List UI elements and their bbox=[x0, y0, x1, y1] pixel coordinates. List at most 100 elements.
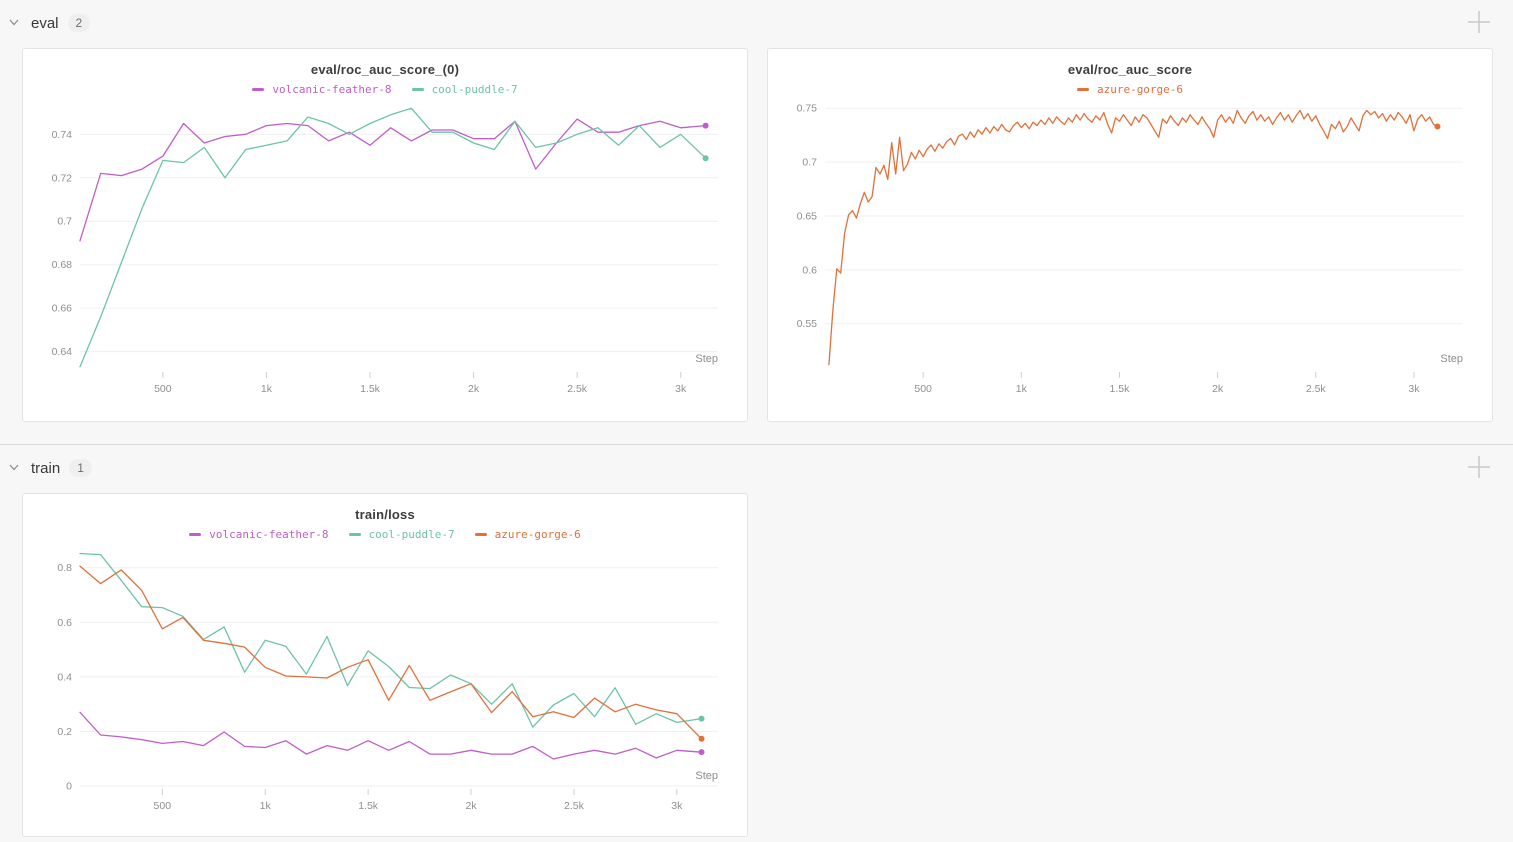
svg-text:0: 0 bbox=[66, 781, 72, 793]
svg-text:3k: 3k bbox=[1408, 383, 1420, 395]
legend-swatch bbox=[1076, 88, 1089, 91]
chevron-down-icon bbox=[8, 461, 20, 476]
section-eval-collapse-toggle[interactable] bbox=[6, 15, 22, 31]
series-end-dot-volcanic-feather-8 bbox=[702, 122, 709, 129]
svg-text:1k: 1k bbox=[261, 383, 273, 395]
series-end-dot-azure-gorge-6 bbox=[698, 735, 705, 742]
svg-text:1.5k: 1.5k bbox=[1110, 383, 1131, 395]
chevron-down-icon bbox=[8, 16, 20, 31]
legend-swatch bbox=[348, 533, 361, 536]
svg-text:1.5k: 1.5k bbox=[360, 383, 381, 395]
svg-text:1k: 1k bbox=[260, 800, 272, 812]
svg-text:2k: 2k bbox=[1212, 383, 1224, 395]
add-panel-button[interactable] bbox=[1465, 9, 1493, 37]
section-title: train bbox=[31, 459, 61, 477]
section-eval-header: eval 2 bbox=[0, 0, 1513, 48]
svg-text:0.65: 0.65 bbox=[797, 210, 818, 222]
train-panel-row: train/loss volcanic-feather-8 cool-puddle… bbox=[0, 493, 1513, 837]
svg-text:0.66: 0.66 bbox=[52, 303, 73, 315]
legend-item-volcanic-feather-8: volcanic-feather-8 bbox=[189, 528, 329, 541]
legend-run-name: cool-puddle-7 bbox=[368, 528, 455, 541]
svg-text:0.64: 0.64 bbox=[52, 346, 73, 358]
plus-icon bbox=[1466, 9, 1492, 38]
panel-count-badge: 2 bbox=[67, 14, 91, 32]
legend-item-azure-gorge-6: azure-gorge-6 bbox=[474, 528, 581, 541]
series-end-dot-cool-puddle-7 bbox=[698, 715, 705, 722]
chart-legend: volcanic-feather-8 cool-puddle-7 bbox=[34, 83, 736, 96]
legend-item-azure-gorge-6: azure-gorge-6 bbox=[1076, 83, 1184, 96]
svg-text:Step: Step bbox=[695, 353, 718, 365]
chart-plot-area[interactable]: 0.55 0.6 0.65 0.7 0.75 500 1k 1.5k 2k 2.5k 3k Step bbox=[779, 99, 1481, 404]
series-line-azure-gorge-6 bbox=[828, 109, 1439, 366]
series-line-volcanic-feather-8 bbox=[79, 711, 703, 760]
svg-text:2k: 2k bbox=[468, 383, 480, 395]
section-train-header: train 1 bbox=[0, 445, 1513, 493]
chart-title: train/loss bbox=[355, 507, 415, 522]
chart-legend: volcanic-feather-8 cool-puddle-7 azure-gor… bbox=[34, 528, 736, 541]
eval-panel-row: eval/roc_auc_score_(0) volcanic-feather-… bbox=[0, 48, 1513, 422]
svg-text:500: 500 bbox=[914, 383, 932, 395]
section-eval: eval 2 eval/roc_auc_score_(0) volcanic-f… bbox=[0, 0, 1513, 445]
svg-text:1.5k: 1.5k bbox=[358, 800, 379, 812]
svg-text:2k: 2k bbox=[465, 800, 477, 812]
add-panel-button[interactable] bbox=[1465, 454, 1493, 482]
svg-text:0.7: 0.7 bbox=[802, 157, 817, 169]
plus-icon bbox=[1466, 454, 1492, 483]
panel-roc-auc-score-0[interactable]: eval/roc_auc_score_(0) volcanic-feather-… bbox=[22, 48, 748, 422]
svg-text:0.55: 0.55 bbox=[797, 318, 818, 330]
svg-text:500: 500 bbox=[154, 383, 172, 395]
svg-text:0.68: 0.68 bbox=[52, 259, 73, 271]
legend-run-name: volcanic-feather-8 bbox=[209, 528, 329, 541]
series-line-cool-puddle-7 bbox=[79, 107, 707, 368]
section-train: train 1 train/loss volcanic-feather-8 coo… bbox=[0, 445, 1513, 842]
svg-text:Step: Step bbox=[1440, 353, 1463, 365]
legend-run-name: azure-gorge-6 bbox=[494, 528, 581, 541]
svg-text:0.2: 0.2 bbox=[57, 726, 72, 738]
svg-text:0.75: 0.75 bbox=[797, 103, 818, 115]
series-end-dot-cool-puddle-7 bbox=[702, 155, 709, 162]
svg-text:1k: 1k bbox=[1016, 383, 1028, 395]
section-train-collapse-toggle[interactable] bbox=[6, 460, 22, 476]
svg-text:0.6: 0.6 bbox=[802, 264, 817, 276]
series-line-cool-puddle-7 bbox=[79, 552, 703, 728]
legend-swatch bbox=[189, 533, 202, 536]
series-line-volcanic-feather-8 bbox=[79, 118, 707, 242]
chart-plot-area[interactable]: 0.64 0.66 0.68 0.7 0.72 0.74 500 1k 1.5k 2k 2.5k 3k… bbox=[34, 99, 736, 404]
legend-item-cool-puddle-7: cool-puddle-7 bbox=[411, 83, 518, 96]
series-end-dot-volcanic-feather-8 bbox=[698, 749, 705, 756]
svg-text:2.5k: 2.5k bbox=[1306, 383, 1327, 395]
legend-swatch bbox=[411, 88, 424, 91]
svg-text:0.6: 0.6 bbox=[57, 617, 72, 629]
series-end-dot-azure-gorge-6 bbox=[1434, 123, 1441, 130]
series-line-azure-gorge-6 bbox=[79, 565, 703, 740]
legend-item-volcanic-feather-8: volcanic-feather-8 bbox=[252, 83, 392, 96]
svg-text:Step: Step bbox=[695, 770, 718, 782]
svg-text:0.74: 0.74 bbox=[52, 129, 73, 141]
legend-run-name: cool-puddle-7 bbox=[431, 83, 518, 96]
panel-roc-auc-score[interactable]: eval/roc_auc_score azure-gorge-6 0.55 0.6… bbox=[767, 48, 1493, 422]
chart-canvas: 0.64 0.66 0.68 0.7 0.72 0.74 500 1k 1.5k 2k 2.5k 3k… bbox=[52, 107, 718, 395]
svg-text:0.4: 0.4 bbox=[57, 671, 72, 683]
chart-canvas: 0 0.2 0.4 0.6 0.8 500 1k 1.5k 2k 2.5k 3k Step bbox=[57, 552, 718, 812]
svg-text:2.5k: 2.5k bbox=[564, 800, 585, 812]
svg-text:500: 500 bbox=[154, 800, 172, 812]
legend-run-name: azure-gorge-6 bbox=[1096, 83, 1184, 96]
chart-plot-area[interactable]: 0 0.2 0.4 0.6 0.8 500 1k 1.5k 2k 2.5k 3k Step bbox=[34, 544, 736, 821]
svg-text:0.7: 0.7 bbox=[57, 216, 72, 228]
panel-train-loss[interactable]: train/loss volcanic-feather-8 cool-puddle… bbox=[22, 493, 748, 837]
section-title: eval bbox=[31, 14, 59, 32]
legend-swatch bbox=[474, 533, 487, 536]
legend-run-name: volcanic-feather-8 bbox=[272, 83, 392, 96]
chart-title: eval/roc_auc_score bbox=[1067, 62, 1193, 77]
svg-text:0.72: 0.72 bbox=[52, 172, 73, 184]
chart-legend: azure-gorge-6 bbox=[779, 83, 1481, 96]
chart-title: eval/roc_auc_score_(0) bbox=[310, 62, 460, 77]
legend-item-cool-puddle-7: cool-puddle-7 bbox=[348, 528, 455, 541]
chart-canvas: 0.55 0.6 0.65 0.7 0.75 500 1k 1.5k 2k 2.5k 3k Step bbox=[797, 103, 1463, 395]
panel-count-badge: 1 bbox=[69, 459, 92, 477]
legend-swatch bbox=[252, 88, 265, 91]
svg-text:3k: 3k bbox=[671, 800, 683, 812]
svg-text:3k: 3k bbox=[675, 383, 687, 395]
svg-text:2.5k: 2.5k bbox=[567, 383, 588, 395]
